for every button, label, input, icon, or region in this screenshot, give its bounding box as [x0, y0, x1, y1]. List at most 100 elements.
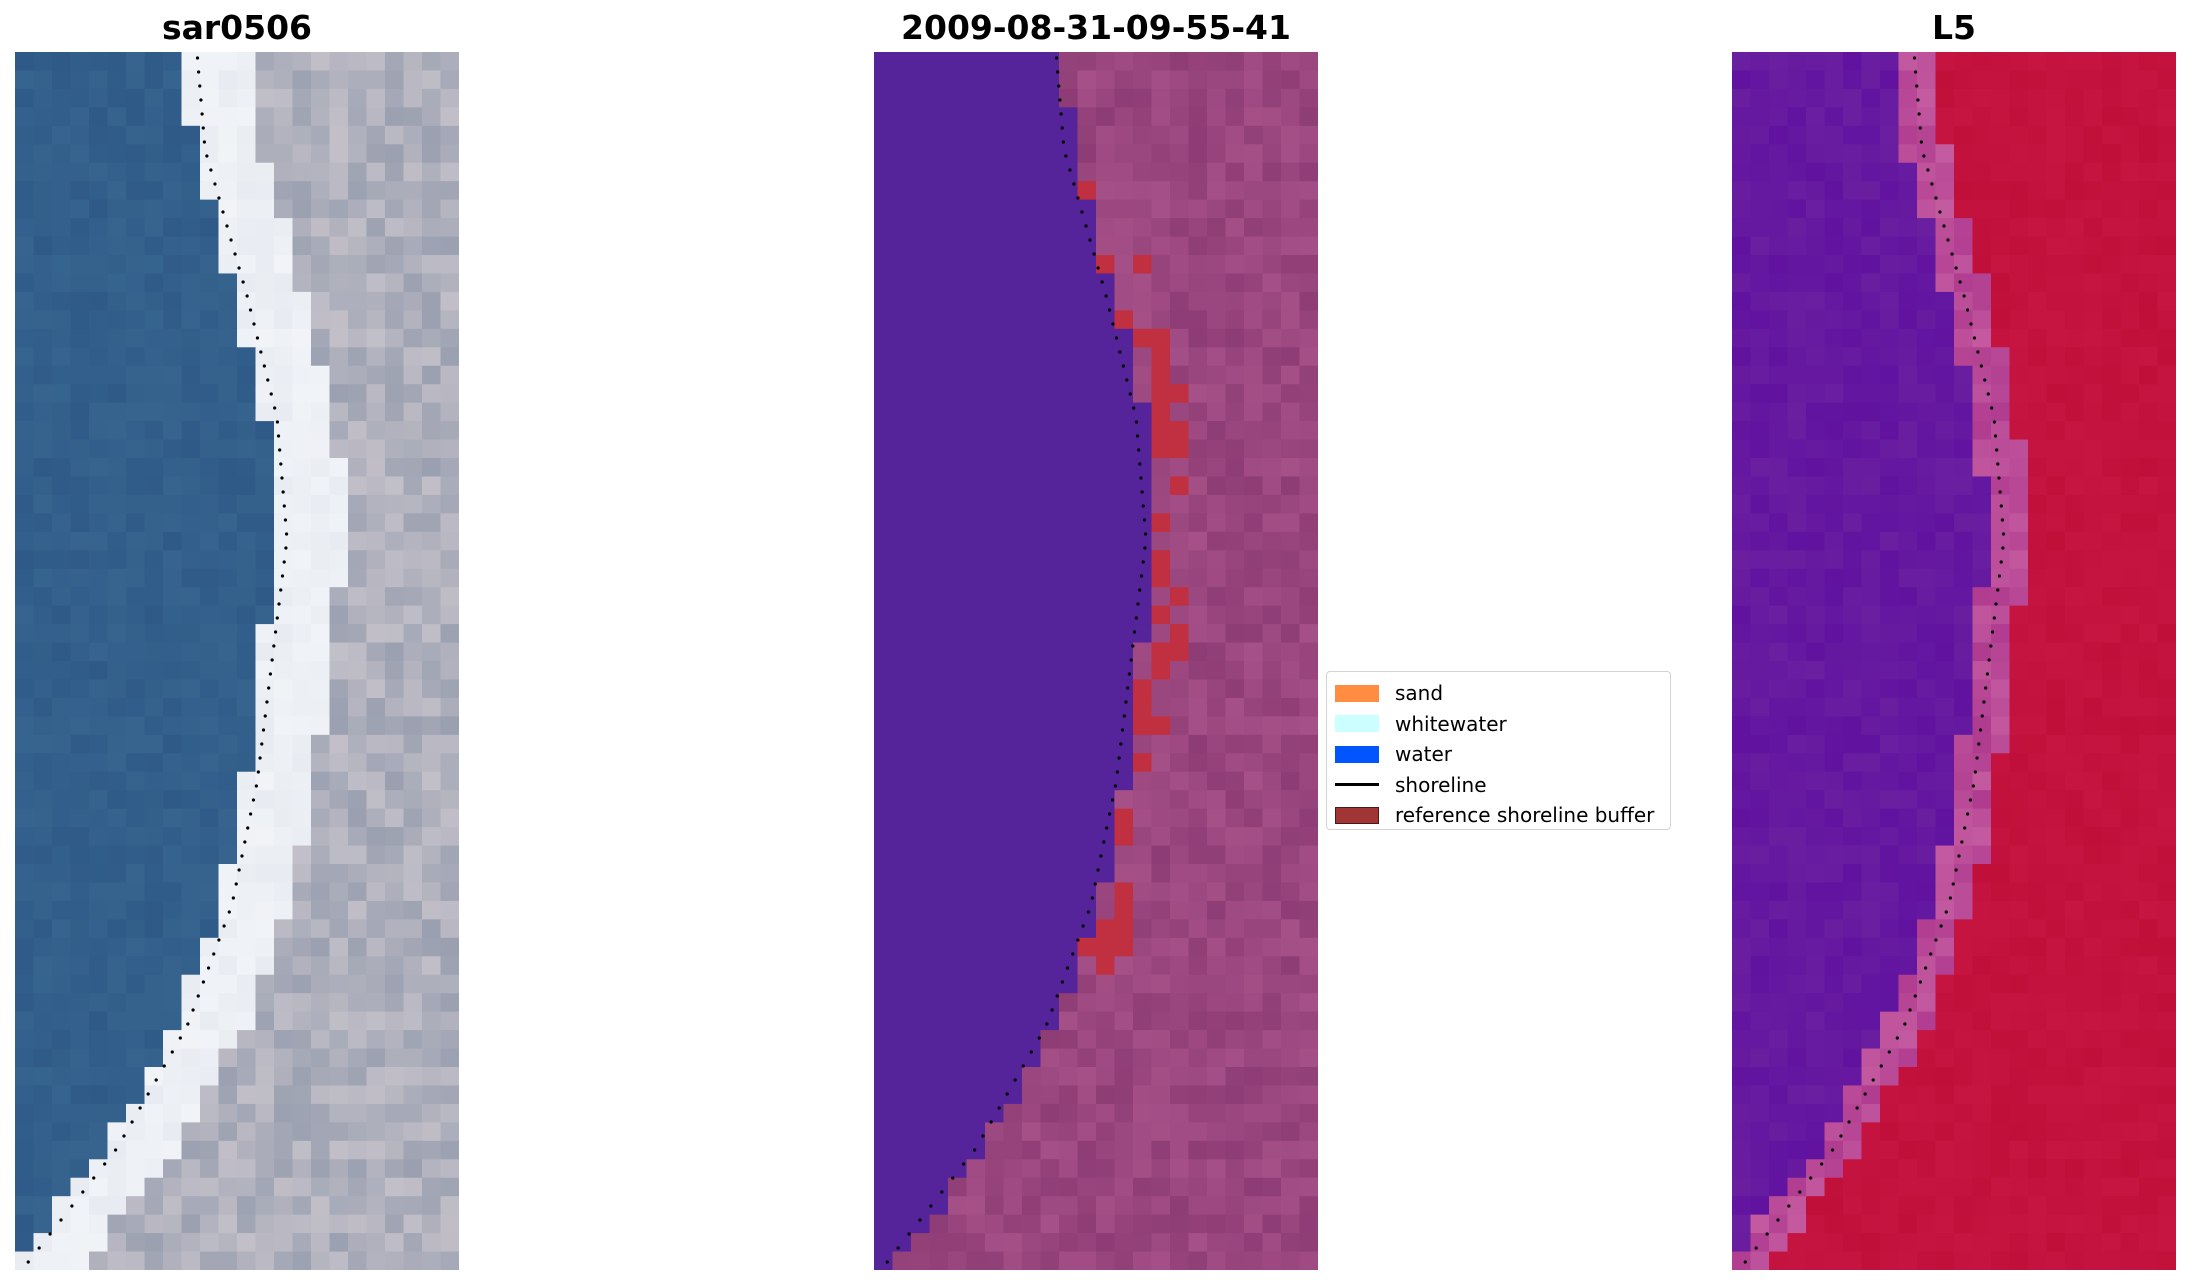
shoreline-point: [1957, 854, 1961, 858]
shoreline-point: [278, 448, 282, 452]
shoreline-point: [178, 1036, 182, 1040]
shoreline-point: [1839, 1134, 1843, 1138]
shoreline-point: [1137, 448, 1141, 452]
legend-item-shoreline: shoreline: [1335, 770, 1670, 801]
shoreline-point: [1895, 1036, 1899, 1040]
shoreline-point: [225, 224, 229, 228]
shoreline-point: [1938, 210, 1942, 214]
reference-buffer-swatch: [1335, 806, 1379, 824]
shoreline-point: [1946, 238, 1950, 242]
shoreline-point: [282, 560, 286, 564]
shoreline-point: [1973, 770, 1977, 774]
shoreline-point: [272, 644, 276, 648]
shoreline-point: [1132, 630, 1137, 634]
legend-label-whitewater: whitewater: [1395, 711, 1507, 736]
shoreline-point: [1104, 294, 1108, 298]
shoreline-point: [1134, 616, 1138, 620]
shoreline-point: [1107, 812, 1112, 816]
shoreline-point: [240, 854, 244, 858]
shoreline-point: [1142, 518, 1147, 522]
shoreline-point: [270, 658, 274, 662]
shoreline-point: [284, 546, 288, 550]
shoreline-point: [283, 518, 288, 522]
shoreline-point: [1005, 1092, 1009, 1096]
shoreline-point: [2001, 546, 2005, 550]
shoreline-point: [1990, 630, 1995, 634]
shoreline-point: [262, 364, 266, 368]
shoreline-point: [1962, 294, 1966, 298]
shoreline-point: [1847, 1120, 1851, 1124]
shoreline-point: [1065, 966, 1070, 970]
shoreline-point: [1121, 364, 1125, 368]
shoreline-point: [258, 756, 262, 760]
shoreline-point: [213, 182, 217, 186]
shoreline-point: [2001, 532, 2006, 536]
legend: sand whitewater water shoreline referenc…: [1326, 671, 1671, 830]
shoreline-point: [1917, 112, 1921, 116]
shoreline-point: [1922, 154, 1926, 158]
shoreline-point: [154, 1078, 158, 1082]
shoreline-point: [1998, 490, 2002, 494]
shoreline-point: [1088, 238, 1092, 242]
shoreline-point: [1992, 420, 1996, 424]
shoreline-point: [1068, 168, 1072, 172]
shoreline-point: [1132, 406, 1136, 410]
shoreline-line-swatch: [1335, 783, 1379, 787]
shoreline-point: [48, 1232, 52, 1236]
shoreline-point: [1930, 182, 1934, 186]
shoreline-point: [1119, 742, 1123, 746]
shoreline-point: [1080, 210, 1084, 214]
shoreline-point: [1965, 308, 1970, 312]
shoreline-point: [196, 994, 200, 998]
legend-item-whitewater: whitewater: [1335, 709, 1670, 740]
shoreline-point: [1934, 196, 1938, 200]
shoreline-point: [1934, 938, 1938, 942]
shoreline-point: [1809, 1176, 1813, 1180]
shoreline-point: [1989, 644, 1993, 648]
shoreline-point: [1128, 392, 1132, 396]
shoreline-point: [1999, 504, 2003, 508]
shoreline-point: [282, 504, 286, 508]
shoreline-point: [1992, 616, 1996, 620]
shoreline-point: [929, 1204, 933, 1208]
shoreline-point: [279, 462, 283, 466]
shoreline-point: [1855, 1106, 1859, 1110]
shoreline-point: [1958, 280, 1962, 284]
shoreline-point: [1978, 728, 1983, 732]
shoreline-point: [1129, 658, 1133, 662]
shoreline-point: [1990, 406, 1994, 410]
shoreline-point: [265, 700, 269, 704]
shoreline-point: [907, 1232, 911, 1236]
shoreline-point: [1963, 826, 1967, 830]
shoreline-point: [279, 588, 283, 592]
shoreline-point: [234, 882, 238, 886]
shoreline-point: [221, 210, 225, 214]
shoreline-point: [170, 1050, 174, 1054]
shoreline-point: [248, 308, 253, 312]
shoreline-point: [1125, 378, 1129, 382]
shoreline-point: [267, 686, 271, 690]
shoreline-point: [1092, 252, 1096, 256]
shoreline-point: [1918, 980, 1923, 984]
shoreline-point: [1968, 798, 1973, 802]
panel-title-classified: 2009-08-31-09-55-41: [901, 8, 1291, 47]
shoreline-point: [1059, 112, 1063, 116]
shoreline-point: [1084, 224, 1088, 228]
shoreline-point: [92, 1176, 96, 1180]
shoreline-point: [1093, 882, 1097, 886]
shoreline-point: [255, 336, 260, 340]
shoreline-point: [1111, 322, 1115, 326]
legend-item-sand: sand: [1335, 678, 1670, 709]
shoreline-point: [222, 924, 226, 928]
shoreline-point: [59, 1218, 63, 1222]
shoreline-point: [245, 294, 249, 298]
shoreline-point: [197, 70, 201, 74]
shoreline-point: [1969, 322, 1973, 326]
shoreline-point: [1120, 728, 1125, 732]
shoreline-point: [130, 1120, 134, 1124]
shoreline-point: [1994, 602, 1998, 606]
shoreline-point: [1980, 714, 1984, 718]
shoreline-point: [200, 112, 204, 116]
shoreline-point: [241, 280, 245, 284]
shoreline-point: [70, 1204, 74, 1208]
